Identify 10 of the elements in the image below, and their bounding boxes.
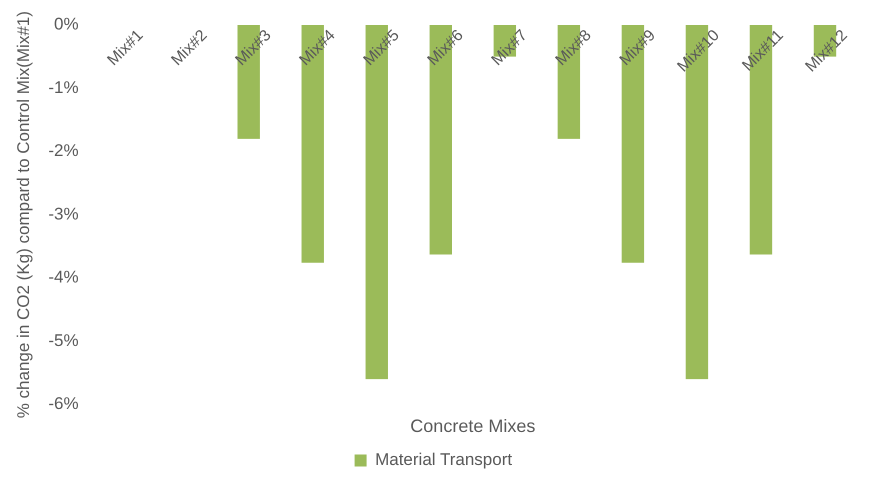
y-tick-label: 0% bbox=[54, 14, 79, 34]
y-tick-label: -2% bbox=[48, 141, 79, 160]
legend-label: Material Transport bbox=[375, 450, 512, 470]
y-tick-label: -1% bbox=[48, 78, 79, 97]
y-tick-label: -6% bbox=[48, 394, 79, 414]
y-tick-label: -4% bbox=[48, 268, 79, 287]
y-tick-label: -5% bbox=[48, 330, 79, 350]
y-tick-label: -3% bbox=[48, 204, 79, 224]
y-axis-title: % change in CO2 (Kg) compard to Control Mix(Mix#1) bbox=[14, 11, 33, 418]
x-axis-title: Concrete Mixes bbox=[410, 416, 536, 436]
